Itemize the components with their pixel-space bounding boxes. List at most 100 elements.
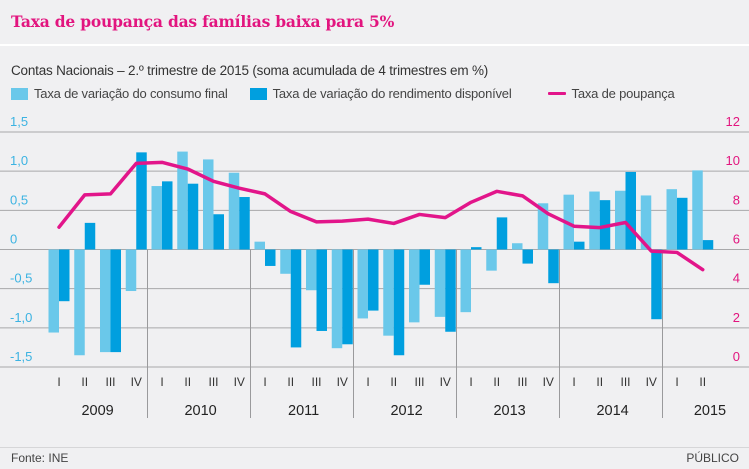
left-axis-tick-label: -1,5 (10, 349, 32, 364)
bar-rendimento (290, 249, 302, 348)
legend: Taxa de variação do consumo final Taxa d… (11, 86, 697, 101)
bar-consumo (280, 249, 291, 274)
chart-subtitle: Contas Nacionais – 2.º trimestre de 2015… (11, 63, 489, 78)
bar-consumo (228, 172, 240, 250)
year-tick-label: 2012 (390, 403, 422, 419)
quarter-tick-label: I (469, 375, 472, 389)
quarter-tick-label: II (596, 375, 603, 389)
bar-rendimento (136, 152, 147, 250)
left-axis-tick-label: -0,5 (10, 271, 32, 286)
quarter-tick-label: II (390, 375, 397, 389)
bar-consumo (203, 159, 214, 250)
left-axis-tick-label: 0,5 (10, 192, 28, 207)
bar-consumo (692, 170, 703, 250)
bar-consumo (512, 243, 523, 250)
bar-consumo (151, 186, 162, 250)
quarter-tick-label: II (699, 375, 706, 389)
year-tick-label: 2010 (184, 403, 216, 419)
bar-rendimento (471, 247, 482, 250)
bar-rendimento (702, 240, 714, 250)
bar-consumo (125, 249, 137, 292)
right-axis-tick-label: 0 (733, 349, 740, 364)
quarter-tick-label: IV (646, 375, 657, 389)
bar-rendimento (548, 249, 559, 284)
quarter-tick-label: IV (337, 375, 348, 389)
bar-rendimento (265, 249, 276, 266)
legend-swatch-consumo (11, 87, 28, 100)
bar-rendimento (677, 197, 688, 250)
bar-consumo (331, 249, 343, 349)
right-axis-tick-label: 12 (726, 114, 740, 129)
bar-rendimento (316, 249, 327, 331)
left-axis-tick-label: -1,0 (10, 310, 32, 325)
quarter-tick-label: IV (131, 375, 142, 389)
bar-consumo (434, 249, 446, 317)
bar-consumo (383, 249, 394, 336)
quarter-tick-label: IV (543, 375, 554, 389)
bar-rendimento (59, 249, 70, 302)
year-tick-label: 2011 (288, 403, 319, 419)
bar-rendimento (522, 249, 533, 264)
quarter-tick-label: III (208, 375, 218, 389)
bar-consumo (615, 190, 626, 250)
left-axis-tick-label: 1,0 (10, 153, 28, 168)
publisher-brand: PÚBLICO (686, 451, 739, 465)
quarter-tick-label: I (263, 375, 266, 389)
header-divider (0, 44, 749, 46)
bar-rendimento (574, 241, 585, 250)
quarter-tick-label: II (81, 375, 88, 389)
bar-rendimento (213, 214, 224, 250)
legend-swatch-rendimento (249, 87, 267, 100)
line-poupanca (57, 160, 705, 272)
quarter-tick-label: II (184, 375, 191, 389)
year-tick-label: 2014 (596, 403, 628, 419)
legend-label-consumo: Taxa de variação do consumo final (34, 86, 228, 101)
year-tick-label: 2015 (694, 403, 726, 419)
bar-rendimento (651, 249, 662, 320)
right-axis-tick-label: 6 (733, 232, 740, 247)
bar-consumo (306, 249, 317, 291)
footer-divider (0, 447, 749, 448)
bar-rendimento (419, 249, 430, 285)
bar-consumo (48, 249, 59, 333)
quarter-tick-label: III (414, 375, 424, 389)
bar-consumo (74, 249, 85, 356)
right-axis-tick-label: 2 (733, 310, 740, 325)
bar-rendimento (496, 217, 508, 250)
bar-rendimento (342, 249, 353, 345)
bar-consumo (666, 189, 677, 250)
bar-consumo (537, 203, 549, 250)
quarter-tick-label: I (160, 375, 163, 389)
left-axis-tick-label: 1,5 (10, 114, 28, 129)
source-note: Fonte: INE (11, 451, 69, 465)
bar-consumo (254, 241, 265, 250)
bar-consumo (177, 151, 188, 250)
bar-consumo (460, 249, 471, 313)
bar-consumo (640, 195, 652, 250)
bar-rendimento (368, 249, 379, 311)
bar-rendimento (445, 249, 456, 332)
right-axis-tick-label: 8 (733, 192, 740, 207)
quarter-tick-label: IV (440, 375, 451, 389)
bar-consumo (486, 249, 497, 271)
quarter-tick-label: III (620, 375, 630, 389)
year-tick-label: 2009 (81, 403, 113, 419)
bar-rendimento (84, 222, 96, 250)
bar-consumo (589, 191, 600, 250)
quarter-tick-label: I (675, 375, 678, 389)
bar-rendimento (393, 249, 405, 356)
quarter-tick-label: II (287, 375, 294, 389)
bar-rendimento (162, 181, 173, 250)
legend-item-consumo: Taxa de variação do consumo final (11, 86, 228, 101)
legend-label-rendimento: Taxa de variação do rendimento disponíve… (272, 86, 512, 101)
quarter-tick-label: III (517, 375, 527, 389)
legend-label-poupanca: Taxa de poupança (571, 86, 675, 101)
legend-item-poupanca: Taxa de poupança (547, 86, 675, 101)
bar-consumo (100, 249, 111, 353)
quarter-tick-label: I (57, 375, 60, 389)
bar-rendimento (187, 183, 199, 250)
bar-consumo (357, 249, 368, 319)
quarter-tick-label: I (366, 375, 369, 389)
quarter-tick-label: II (493, 375, 500, 389)
